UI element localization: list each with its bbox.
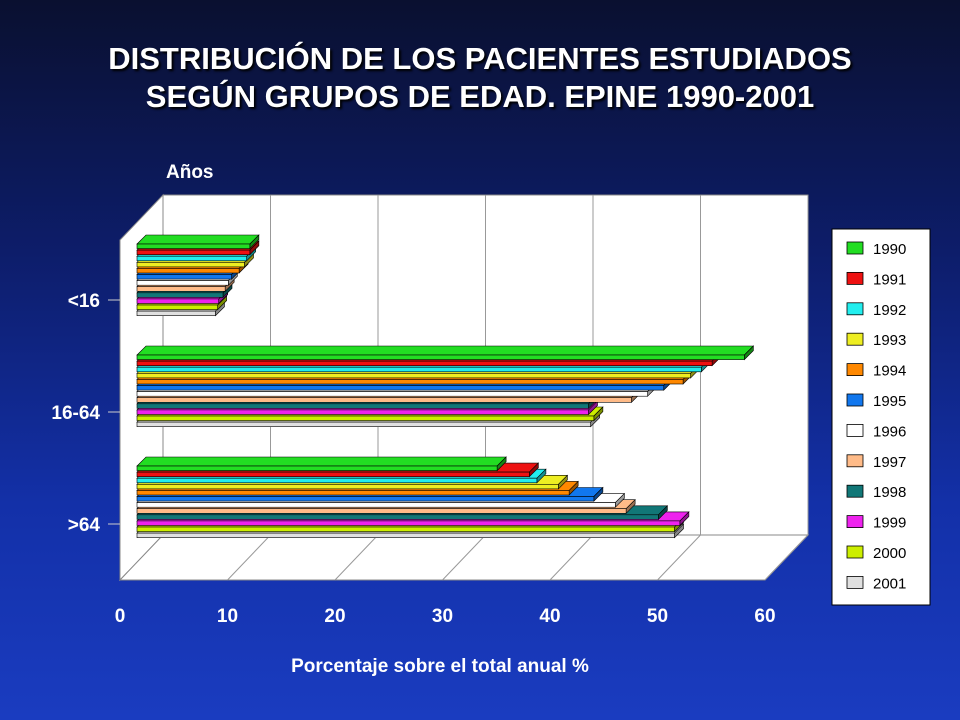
legend-label-1993: 1993	[873, 332, 906, 349]
bar-1997-16-64	[136, 397, 632, 403]
bar-1991-16-64	[136, 360, 713, 367]
bar-1995-16-64	[136, 385, 665, 391]
bar-1993->64	[136, 483, 559, 490]
bar-top-1990->64	[136, 456, 507, 467]
x-tick-label: 40	[539, 606, 560, 627]
legend-swatch-2000	[846, 545, 864, 559]
x-axis-label: Porcentaje sobre el total anual %	[291, 656, 589, 677]
x-tick-label: 0	[115, 606, 126, 627]
legend-label-1996: 1996	[873, 423, 906, 440]
legend-swatch-1992	[846, 302, 864, 316]
legend-label-2000: 2000	[873, 545, 906, 562]
bar-2000-16-64	[136, 415, 595, 421]
gridline-floor	[442, 534, 486, 581]
bar-2001-<16	[136, 310, 216, 317]
bar-1991->64	[136, 471, 530, 478]
legend-label-1992: 1992	[873, 302, 906, 319]
x-tick-label: 60	[754, 606, 775, 627]
legend-swatch-1999	[846, 515, 864, 528]
bar-1998-<16	[136, 292, 224, 298]
bar-2001->64	[136, 532, 675, 538]
category-label: 16-64	[51, 403, 100, 424]
legend-label-1999: 1999	[873, 515, 906, 532]
gridline-floor	[227, 534, 271, 581]
gridline-floor	[657, 534, 701, 581]
bar-1999->64	[136, 520, 681, 526]
bar-1995->64	[136, 496, 595, 502]
legend-label-2001: 2001	[873, 575, 906, 592]
bar-2000->64	[136, 526, 675, 532]
bar-1997-<16	[136, 286, 226, 292]
bar-1994-<16	[136, 268, 240, 274]
x-tick-label: 10	[217, 606, 238, 627]
legend-label-1998: 1998	[873, 484, 906, 501]
bar-1995-<16	[136, 274, 232, 280]
bar-1999-16-64	[136, 409, 589, 415]
bar-1996->64	[136, 502, 616, 508]
bar-1997->64	[136, 508, 627, 514]
legend-label-1994: 1994	[873, 363, 906, 380]
bar-1996-16-64	[136, 391, 648, 397]
bar-2000-<16	[136, 304, 218, 310]
bar-1993-16-64	[136, 372, 691, 379]
legend-label-1997: 1997	[873, 454, 906, 471]
x-tick-label: 50	[647, 606, 668, 627]
gridline-floor	[549, 534, 594, 581]
legend-swatch-1998	[846, 484, 864, 498]
legend-swatch-1996	[846, 423, 864, 437]
legend-box	[831, 228, 931, 606]
legend-swatch-1993	[846, 332, 864, 346]
bar-1998-16-64	[136, 403, 589, 409]
title-line-1: DISTRIBUCIÓN DE LOS PACIENTES ESTUDIADOS	[108, 41, 852, 76]
bar-top-1990-<16	[136, 234, 260, 245]
legend-label-1990: 1990	[873, 241, 906, 258]
bar-1999-<16	[136, 298, 219, 304]
legend-swatch-1990	[846, 241, 864, 255]
category-label: <16	[68, 291, 100, 312]
bar-1991-<16	[136, 249, 251, 256]
y-axis-label: Años	[166, 162, 214, 183]
bar-1998->64	[136, 514, 659, 520]
bar-1996-<16	[136, 280, 229, 286]
legend-swatch-1991	[846, 271, 864, 285]
bar-1993-<16	[136, 261, 245, 268]
bar-1992->64	[136, 477, 538, 484]
bar-1990-<16	[136, 243, 251, 249]
legend-swatch-2001	[846, 576, 864, 589]
gridline-floor	[334, 534, 379, 581]
bar-1994-16-64	[136, 379, 684, 385]
bar-1990->64	[136, 465, 498, 471]
legend-label-1991: 1991	[873, 271, 906, 288]
legend-label-1995: 1995	[873, 393, 906, 410]
bar-2001-16-64	[136, 421, 591, 428]
title-line-2: SEGÚN GRUPOS DE EDAD. EPINE 1990-2001	[145, 79, 815, 114]
category-label: >64	[68, 515, 101, 536]
x-tick-label: 30	[432, 606, 453, 627]
bar-1994->64	[136, 490, 570, 496]
bar-1990-16-64	[136, 354, 745, 360]
legend-swatch-1994	[846, 363, 864, 377]
bar-1992-<16	[136, 255, 247, 262]
x-tick-label: 20	[324, 606, 345, 627]
gridline-floor	[764, 534, 809, 581]
bar-top-1990-16-64	[136, 345, 755, 356]
legend-swatch-1995	[846, 393, 864, 407]
chart-title: DISTRIBUCIÓN DE LOS PACIENTES ESTUDIADOS…	[0, 40, 960, 116]
legend-swatch-1997	[846, 454, 864, 468]
bar-1992-16-64	[136, 366, 702, 373]
